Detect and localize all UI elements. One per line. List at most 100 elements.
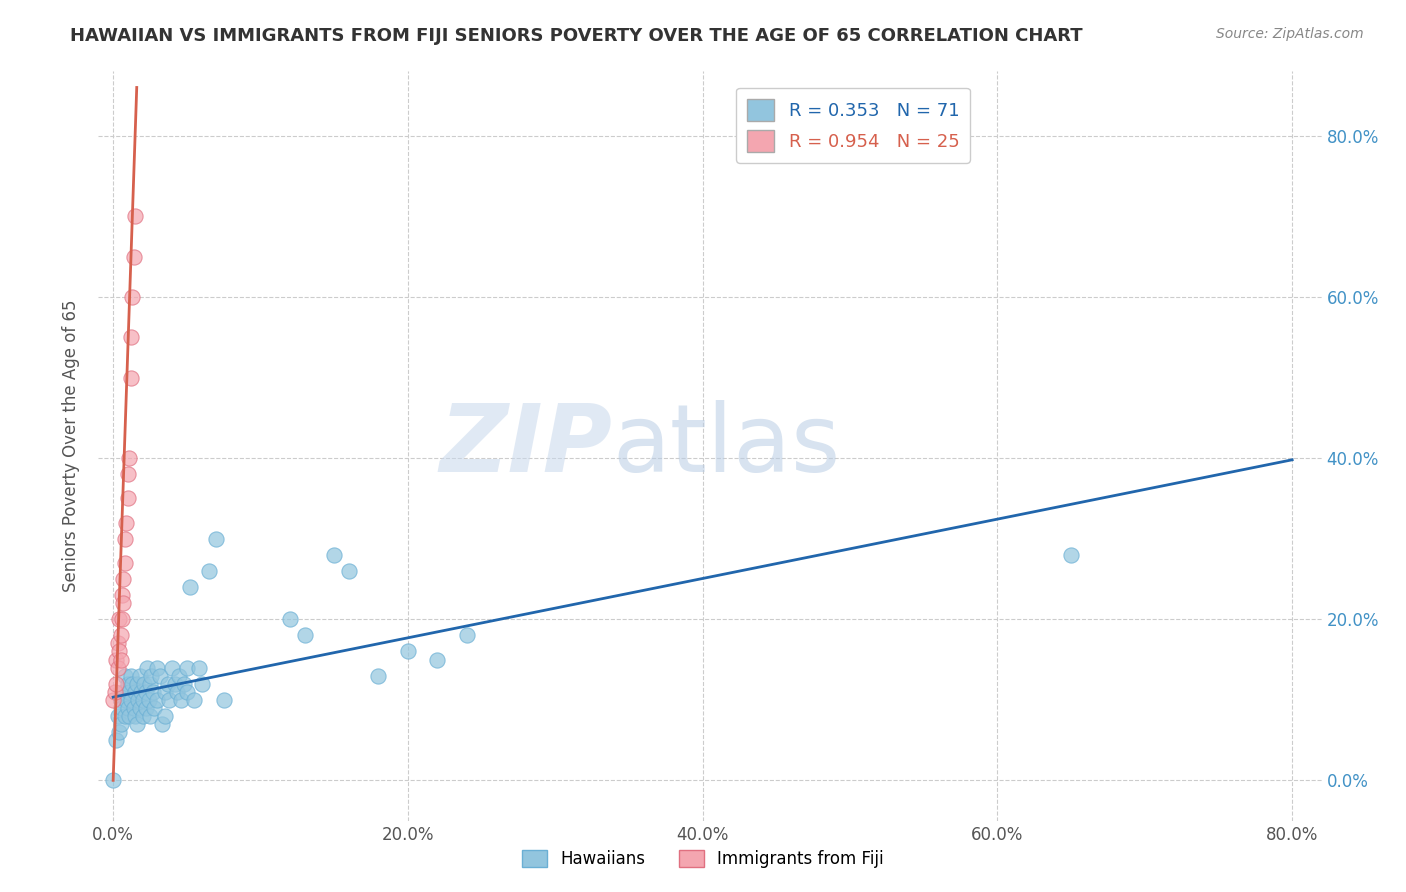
Point [105,733,128,747]
Point [323,548,346,562]
Point [153,684,176,698]
Point [114,556,136,570]
Legend: Hawaiians, Immigrants from Fiji: Hawaiians, Immigrants from Fiji [516,843,890,875]
Point [128,668,150,682]
Point [122,250,145,264]
Point [110,652,132,666]
Point [111,612,134,626]
Point [115,516,138,530]
Point [138,693,160,707]
Point [169,668,191,682]
Point [107,709,129,723]
Point [117,491,139,506]
Point [212,693,235,707]
Point [121,676,143,690]
Point [108,612,131,626]
Point [183,693,205,707]
Point [107,636,129,650]
Point [337,564,360,578]
Point [110,717,132,731]
Point [128,701,150,715]
Point [156,676,179,690]
Point [142,684,165,698]
Point [120,668,142,682]
Point [118,684,141,698]
Point [117,467,139,482]
Point [150,717,173,731]
Point [101,693,124,707]
Point [124,709,146,723]
Point [294,628,316,642]
Point [131,709,153,723]
Point [135,684,157,698]
Text: Source: ZipAtlas.com: Source: ZipAtlas.com [1216,27,1364,41]
Point [176,684,198,698]
Point [456,628,478,642]
Point [149,668,172,682]
Point [176,660,198,674]
Point [153,709,176,723]
Point [160,660,183,674]
Text: HAWAIIAN VS IMMIGRANTS FROM FIJI SENIORS POVERTY OVER THE AGE OF 65 CORRELATION : HAWAIIAN VS IMMIGRANTS FROM FIJI SENIORS… [70,27,1083,45]
Point [136,660,159,674]
Point [146,693,169,707]
Point [131,693,153,707]
Point [143,701,166,715]
Point [124,210,146,224]
Point [101,773,124,788]
Point [426,652,449,666]
Point [111,588,134,602]
Y-axis label: Seniors Poverty Over the Age of 65: Seniors Poverty Over the Age of 65 [62,300,80,592]
Point [127,693,149,707]
Point [117,701,139,715]
Point [1060,548,1083,562]
Text: ZIP: ZIP [439,400,612,492]
Point [179,580,201,594]
Legend: R = 0.353   N = 71, R = 0.954   N = 25: R = 0.353 N = 71, R = 0.954 N = 25 [737,88,970,162]
Point [205,532,228,546]
Point [367,668,389,682]
Point [120,330,142,344]
Point [121,290,143,304]
Point [187,660,209,674]
Text: atlas: atlas [612,400,841,492]
Point [107,660,129,674]
Point [278,612,301,626]
Point [198,564,221,578]
Point [141,668,163,682]
Point [139,676,162,690]
Point [110,693,132,707]
Point [120,370,142,384]
Point [132,676,155,690]
Point [118,451,141,466]
Point [110,628,132,642]
Point [108,644,131,658]
Point [105,652,128,666]
Point [125,676,148,690]
Point [111,701,134,715]
Point [114,668,136,682]
Point [173,676,195,690]
Point [122,701,145,715]
Point [105,676,128,690]
Point [117,676,139,690]
Point [166,684,188,698]
Point [396,644,419,658]
Point [118,709,141,723]
Point [165,676,187,690]
Point [120,693,142,707]
Point [146,660,169,674]
Point [112,596,135,610]
Point [190,676,212,690]
Point [114,709,136,723]
Point [170,693,193,707]
Point [112,572,135,586]
Point [124,684,146,698]
Point [108,725,131,739]
Point [125,717,148,731]
Point [112,684,135,698]
Point [115,693,138,707]
Point [139,709,162,723]
Point [129,684,152,698]
Point [114,532,136,546]
